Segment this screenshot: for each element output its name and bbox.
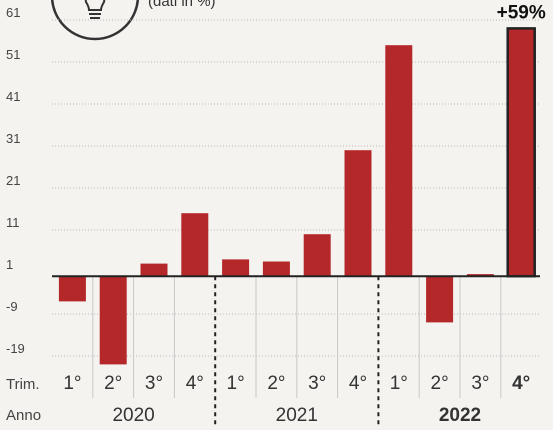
data-label: +59% [497,2,546,23]
year-row-label: Anno [6,407,41,424]
x-tick-label: 4° [186,373,204,394]
x-tick-label: 4° [349,373,367,394]
chart-subtitle: (dati in %) [148,0,216,10]
x-tick-label: 2° [431,373,449,394]
bar [303,234,331,277]
y-tick-label: 31 [6,131,20,146]
bar [99,276,127,365]
bars [58,27,536,365]
bar [506,27,536,278]
y-tick-label: 11 [6,215,20,230]
x-tick-label: 3° [308,373,326,394]
quarter-labels: 1° 2° 3° 4° 1° 2° 3° 4° 1° 2° 3° 4° [63,373,530,394]
y-tick-label: 51 [6,47,20,62]
quarter-row-label: Trim. [6,376,40,393]
x-tick-label: 2° [104,373,122,394]
bar [262,261,290,277]
year-separators [92,276,502,428]
x-tick-label: 2° [267,373,285,394]
bar [58,276,86,302]
x-tick-label: 1° [63,373,81,394]
y-tick-label: 61 [6,5,20,20]
x-tick-label: 4° [512,373,530,394]
y-tick-label: 1 [6,257,13,272]
year-labels: 2020 2021 2022 [112,405,481,426]
lightbulb-icon [50,0,140,41]
bar [222,259,250,277]
x-tick-label: 1° [227,373,245,394]
bar [140,263,168,277]
year-label: 2020 [112,405,154,426]
y-tick-label: 41 [6,89,20,104]
year-label: 2022 [439,405,481,426]
bar [466,274,494,277]
x-tick-label: 1° [390,373,408,394]
bar [426,276,454,323]
x-tick-label: 3° [145,373,163,394]
bar [385,45,413,277]
y-tick-label: -19 [6,341,25,356]
bar [181,213,209,277]
annotations: +59% [497,2,546,23]
y-tick-label: 21 [6,173,20,188]
x-tick-label: 3° [471,373,489,394]
y-tick-label: -9 [6,299,18,314]
bar [344,150,372,277]
year-label: 2021 [276,405,318,426]
